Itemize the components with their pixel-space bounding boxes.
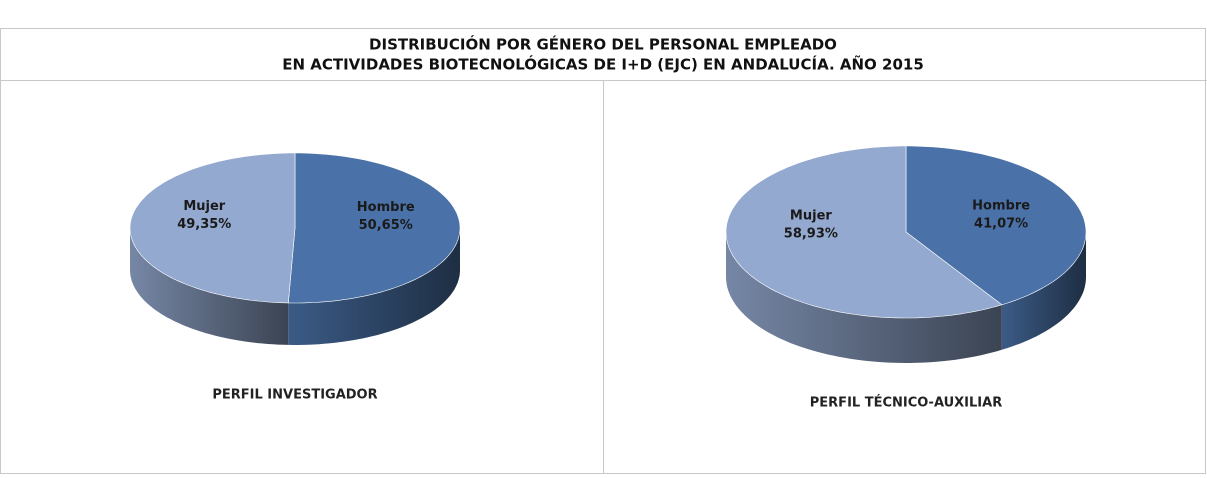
pie-side — [130, 228, 289, 345]
pie-slice — [287, 152, 461, 304]
slice-value-label: 41,07% — [974, 217, 1028, 232]
pie-slice — [725, 145, 1003, 319]
pie-side — [1001, 232, 1086, 350]
slice-label: Mujer — [183, 199, 225, 214]
slice-value-label: 58,93% — [784, 226, 838, 241]
pie-slice — [905, 145, 1087, 306]
slice-label: Hombre — [357, 200, 415, 215]
pie-slice — [129, 152, 296, 304]
pie-title: PERFIL INVESTIGADOR — [212, 388, 377, 403]
slice-label: Hombre — [972, 199, 1030, 214]
pie-side — [288, 228, 460, 345]
pie-side — [726, 232, 1002, 363]
chart-title: DISTRIBUCIÓN POR GÉNERO DEL PERSONAL EMP… — [369, 35, 837, 54]
slice-value-label: 50,65% — [359, 218, 413, 233]
pie-title: PERFIL TÉCNICO-AUXILIAR — [810, 395, 1002, 411]
chart-title: EN ACTIVIDADES BIOTECNOLÓGICAS DE I+D (E… — [282, 55, 924, 74]
slice-value-label: 49,35% — [177, 217, 231, 232]
slice-label: Mujer — [790, 208, 832, 223]
